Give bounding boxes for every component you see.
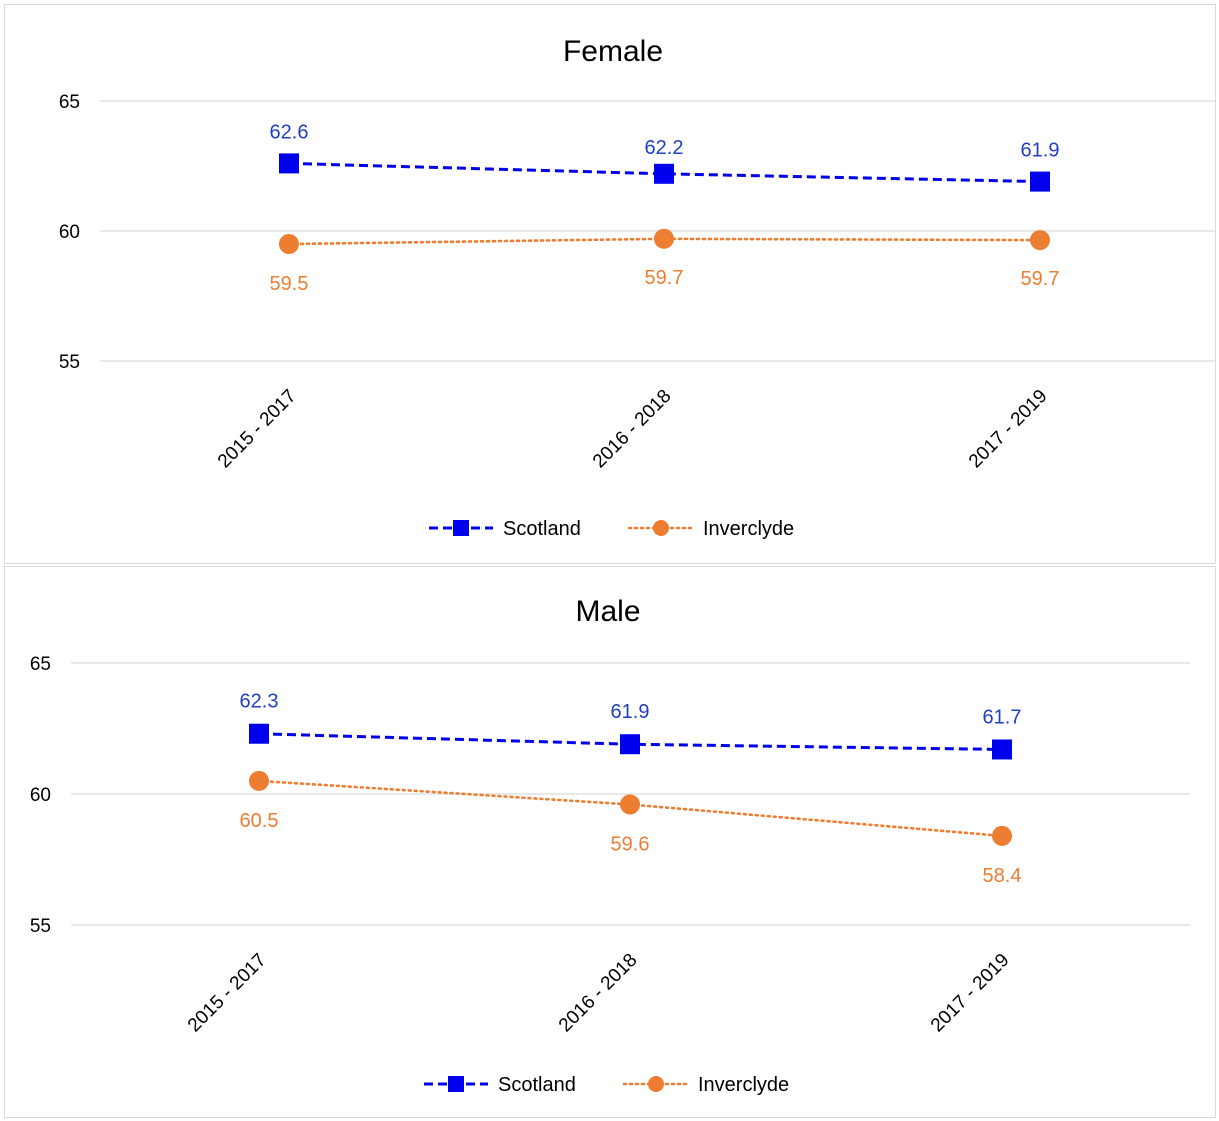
female-data-label-inverclyde: 59.5 xyxy=(270,273,309,295)
male-point-inverclyde xyxy=(249,770,269,791)
male-data-label-scotland: 62.3 xyxy=(240,691,279,713)
male-data-label-inverclyde: 60.5 xyxy=(240,810,279,832)
male-chart-title: Male xyxy=(575,595,640,628)
male-data-label-scotland: 61.7 xyxy=(983,706,1022,728)
female-data-label-scotland: 61.9 xyxy=(1021,140,1060,162)
male-point-scotland xyxy=(992,739,1012,760)
male-point-scotland xyxy=(620,734,640,755)
male-category-label: 2015 - 2017 xyxy=(184,950,271,1037)
female-point-inverclyde xyxy=(279,234,299,254)
male-legend-label-scotland: Scotland xyxy=(498,1074,576,1096)
male-point-scotland xyxy=(249,723,269,744)
female-chart: Female 55 60 65 2015 - 2017 2016 - 2018 2017 -… xyxy=(59,35,1215,540)
female-legend: Scotland Inverclyde xyxy=(429,518,794,540)
female-y-tick-label: 65 xyxy=(59,92,80,113)
male-data-label-inverclyde: 58.4 xyxy=(983,865,1022,887)
female-y-tick-label: 55 xyxy=(59,352,80,373)
male-y-tick-label: 55 xyxy=(30,916,51,937)
female-y-tick-label: 60 xyxy=(59,222,80,243)
male-point-inverclyde xyxy=(620,794,640,815)
female-point-inverclyde xyxy=(654,228,674,249)
female-data-label-scotland: 62.2 xyxy=(645,137,684,159)
male-category-label: 2017 - 2019 xyxy=(927,950,1014,1037)
female-data-label-scotland: 62.6 xyxy=(270,121,309,143)
female-legend-marker-scotland xyxy=(453,520,469,536)
female-category-label: 2017 - 2019 xyxy=(965,386,1052,473)
female-chart-panel: Female 55 60 65 2015 - 2017 2016 - 2018 2017 -… xyxy=(4,4,1216,564)
male-legend-marker-inverclyde xyxy=(648,1076,664,1092)
female-point-inverclyde xyxy=(1030,230,1050,251)
male-legend: Scotland Inverclyde xyxy=(424,1074,789,1096)
male-data-label-inverclyde: 59.6 xyxy=(611,833,650,855)
female-category-label: 2016 - 2018 xyxy=(589,386,676,473)
female-legend-marker-inverclyde xyxy=(653,520,669,536)
male-y-tick-label: 60 xyxy=(30,785,51,806)
female-chart-title: Female xyxy=(563,35,663,68)
female-legend-label-inverclyde: Inverclyde xyxy=(703,518,794,540)
male-legend-marker-scotland xyxy=(448,1076,464,1092)
male-chart-panel: Male 55 60 65 2015 - 2017 2016 - 2018 2017 - 2… xyxy=(4,566,1216,1118)
female-data-label-inverclyde: 59.7 xyxy=(645,267,684,289)
female-point-scotland xyxy=(654,163,674,184)
male-legend-label-inverclyde: Inverclyde xyxy=(698,1074,789,1096)
male-category-label: 2016 - 2018 xyxy=(555,950,642,1037)
male-data-label-scotland: 61.9 xyxy=(611,701,650,723)
male-y-tick-label: 65 xyxy=(30,654,51,675)
male-chart: Male 55 60 65 2015 - 2017 2016 - 2018 2017 - 2… xyxy=(30,595,1190,1096)
male-point-inverclyde xyxy=(992,825,1012,846)
female-point-scotland xyxy=(1030,171,1050,192)
female-category-label: 2015 - 2017 xyxy=(214,386,301,473)
female-data-label-inverclyde: 59.7 xyxy=(1021,268,1060,290)
female-point-scotland xyxy=(279,153,299,174)
female-legend-label-scotland: Scotland xyxy=(503,518,581,540)
